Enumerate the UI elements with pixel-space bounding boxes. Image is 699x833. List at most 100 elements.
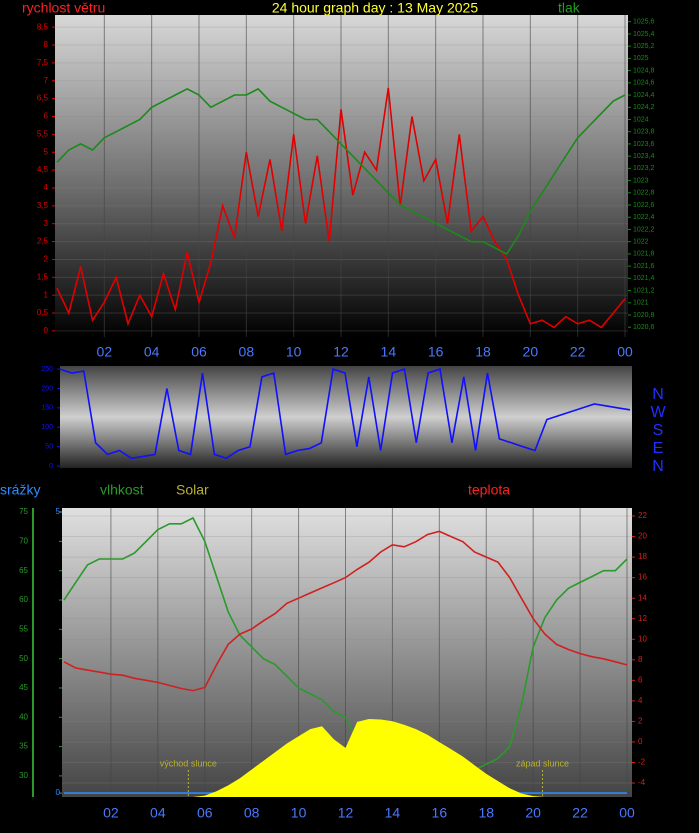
compass-label: N: [652, 386, 664, 403]
tick-label-y: 0: [44, 326, 49, 335]
tick-label-y2: 18: [638, 552, 647, 561]
tick-label-y: 3: [44, 219, 49, 228]
tick-label-y: 50: [45, 444, 53, 451]
tick-label-y2: 1020,6: [633, 324, 655, 331]
legend-humidity: vlhkost: [100, 482, 144, 498]
x-tick-label: 02: [103, 805, 119, 821]
tick-label-y2: 14: [638, 593, 647, 602]
tick-label-y2: 1023,4: [633, 153, 655, 160]
tick-label-y2: 20: [638, 532, 647, 541]
x-tick-label: 02: [97, 344, 113, 360]
tick-label-y: 4: [44, 183, 49, 192]
tick-label-y: 100: [41, 424, 53, 431]
tick-label-y: 1,5: [37, 272, 49, 281]
x-tick-label: 16: [428, 344, 444, 360]
tick-label-y2: 1023: [633, 177, 649, 184]
x-tick-label: 08: [244, 805, 260, 821]
tick-label-y2: 1024,4: [633, 92, 655, 99]
tick-label-y2: 1023,6: [633, 141, 655, 148]
series-line: [56, 87, 626, 329]
tick-label-y: 2,5: [37, 237, 49, 246]
x-tick-label: 08: [239, 344, 255, 360]
x-tick-label: 10: [291, 805, 307, 821]
tick-label-y2: 1022,8: [633, 190, 655, 197]
x-tick-label: 06: [191, 344, 207, 360]
tick-label-y2: 6: [638, 675, 643, 684]
tick-label-y2: 16: [638, 573, 647, 582]
tick-label-y: 45: [19, 683, 28, 692]
legend-pressure: tlak: [558, 0, 581, 16]
tick-label-y2: 1020,8: [633, 312, 655, 319]
tick-label-y2: 1021,8: [633, 251, 655, 258]
tick-label-y2: 10: [638, 634, 647, 643]
x-tick-label: 18: [478, 805, 494, 821]
tick-label-y2: -2: [638, 758, 646, 767]
tick-label-y2: 1023,8: [633, 129, 655, 136]
tick-label-y2: 1022: [633, 239, 649, 246]
x-tick-label: 04: [144, 344, 160, 360]
x-tick-label: 14: [385, 805, 401, 821]
legend-wind: rychlost větru: [22, 0, 105, 16]
tick-label-y: 65: [19, 566, 28, 575]
tick-label-y: 60: [19, 595, 28, 604]
tick-label-y3: 5: [56, 507, 61, 516]
x-tick-label: 18: [475, 344, 491, 360]
tick-label-y2: 4: [638, 696, 643, 705]
tick-label-y: 2: [44, 255, 49, 264]
x-tick-label: 20: [525, 805, 541, 821]
tick-label-y: 7,5: [37, 58, 49, 67]
compass-label: E: [653, 440, 664, 457]
tick-label-y: 40: [19, 712, 28, 721]
x-tick-label: 20: [523, 344, 539, 360]
x-tick-label: 14: [381, 344, 397, 360]
tick-label-y: 8: [44, 40, 49, 49]
solar-area: [64, 719, 627, 797]
tick-label-y2: 1022,4: [633, 214, 655, 221]
x-tick-label: 10: [286, 344, 302, 360]
tick-label-y: 5,5: [37, 129, 49, 138]
tick-label-y: 200: [41, 385, 53, 392]
tick-label-y2: 1022,6: [633, 202, 655, 209]
tick-label-y2: 1021,2: [633, 287, 655, 294]
tick-label-y: 75: [19, 507, 28, 516]
tick-label-y2: 12: [638, 614, 647, 623]
tick-label-y2: 1025,2: [633, 43, 655, 50]
legend-rain: srážky: [0, 482, 40, 498]
tick-label-y2: 22: [638, 511, 647, 520]
x-tick-label: 00: [619, 805, 635, 821]
tick-label-y: 250: [41, 366, 53, 373]
x-tick-label: 06: [197, 805, 213, 821]
tick-label-y2: 1021: [633, 300, 649, 307]
x-tick-label: 00: [617, 344, 633, 360]
x-tick-label: 12: [338, 805, 354, 821]
tick-label-y: 35: [19, 742, 28, 751]
tick-label-y: 70: [19, 537, 28, 546]
compass-label: S: [653, 422, 664, 439]
tick-label-y: 30: [19, 771, 28, 780]
tick-label-y2: 0: [638, 737, 643, 746]
tick-label-y2: 1024: [633, 116, 649, 123]
series-line: [59, 368, 631, 460]
tick-label-y: 7: [44, 76, 49, 85]
tick-label-y2: 1021,4: [633, 275, 655, 282]
tick-label-y: 55: [19, 624, 28, 633]
tick-label-y2: -4: [638, 778, 646, 787]
tick-label-y3: 0: [56, 788, 61, 797]
compass-label: N: [652, 458, 664, 475]
tick-label-y2: 1025: [633, 55, 649, 62]
tick-label-y: 3,5: [37, 201, 49, 210]
tick-label-y: 4,5: [37, 165, 49, 174]
annotation-text: západ slunce: [516, 758, 569, 768]
tick-label-y: 8,5: [37, 22, 49, 31]
tick-label-y: 6,5: [37, 94, 49, 103]
legend-solar: Solar: [176, 482, 209, 498]
tick-label-y: 6: [44, 112, 49, 121]
series-line: [63, 516, 628, 771]
tick-label-y: 50: [19, 654, 28, 663]
x-tick-label: 22: [570, 344, 586, 360]
tick-label-y2: 1025,4: [633, 31, 655, 38]
compass-label: W: [650, 404, 666, 421]
x-tick-label: 12: [333, 344, 349, 360]
